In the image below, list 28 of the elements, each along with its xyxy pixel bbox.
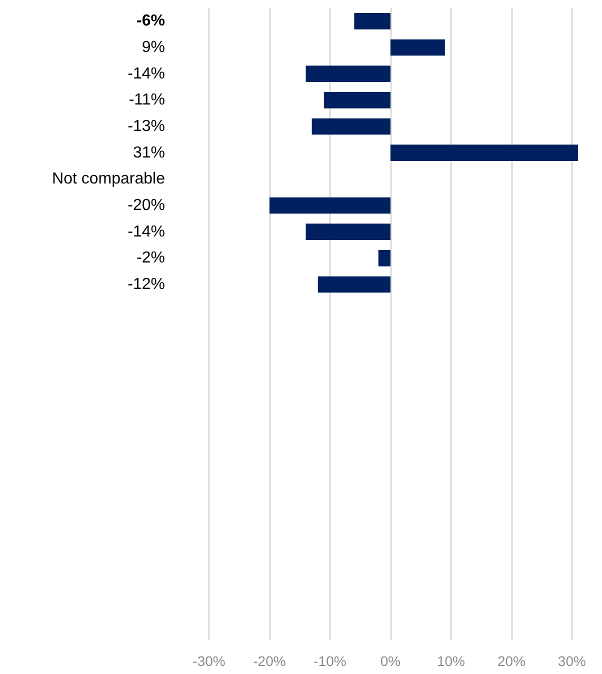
bar (312, 118, 390, 135)
x-tick-label: 0% (380, 653, 401, 669)
bar (318, 276, 390, 293)
x-tick-label: 10% (436, 653, 465, 669)
y-tick-label: 9% (142, 39, 165, 56)
x-tick-label: 20% (497, 653, 526, 669)
bar (269, 197, 390, 214)
x-tick-label: -30% (192, 653, 226, 669)
bar (390, 144, 578, 161)
y-tick-label: -11% (128, 92, 165, 109)
bar (306, 224, 390, 240)
y-tick-label: -2% (136, 250, 165, 267)
y-tick-label: -14% (128, 65, 165, 82)
bar (378, 250, 390, 266)
bar (324, 92, 390, 108)
x-tick-label: -10% (314, 653, 346, 669)
y-tick-label: -6% (136, 12, 165, 30)
x-tick-label: 30% (558, 653, 586, 669)
y-tick-label: Not comparable (52, 170, 166, 188)
bar (390, 39, 445, 56)
bar (354, 13, 390, 30)
y-tick-label: -13% (128, 118, 165, 135)
x-tick-label: -20% (253, 653, 286, 669)
y-tick-label: 31% (132, 144, 165, 162)
y-tick-label: -20% (128, 197, 165, 214)
y-tick-label: -14% (128, 223, 165, 240)
bar (306, 66, 390, 82)
y-tick-label: -12% (128, 276, 165, 293)
